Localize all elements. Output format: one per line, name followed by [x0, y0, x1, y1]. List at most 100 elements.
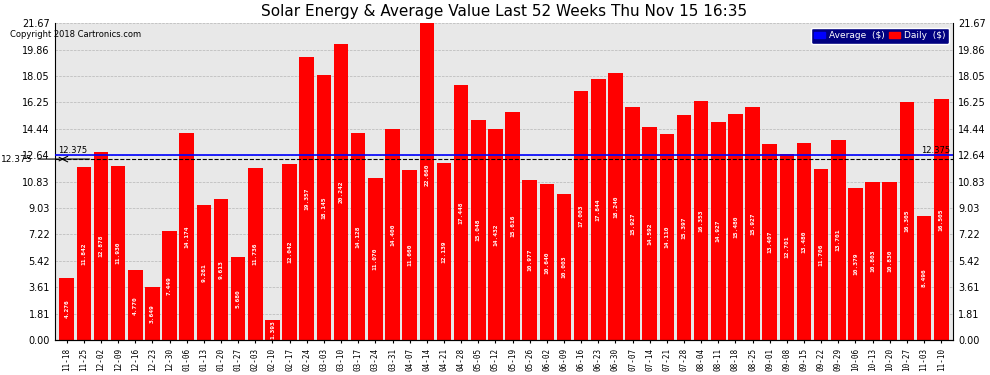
Bar [677, 115, 691, 340]
Legend: Average  ($), Daily  ($): Average ($), Daily ($) [811, 28, 948, 44]
Bar [505, 112, 520, 340]
Text: 15.927: 15.927 [630, 212, 635, 235]
Bar [917, 216, 932, 340]
Bar [865, 182, 880, 340]
Bar [179, 133, 194, 340]
Bar [762, 144, 777, 340]
Text: 4.770: 4.770 [133, 296, 138, 315]
Text: 10.003: 10.003 [561, 256, 566, 278]
Bar [882, 182, 897, 340]
Bar [453, 85, 468, 340]
Bar [900, 102, 914, 340]
Text: 15.397: 15.397 [681, 216, 686, 239]
Bar [556, 194, 571, 340]
Text: 7.449: 7.449 [167, 276, 172, 295]
Text: 18.240: 18.240 [613, 195, 618, 218]
Bar [711, 122, 726, 340]
Bar [282, 164, 297, 340]
Text: 14.927: 14.927 [716, 220, 721, 242]
Bar [437, 162, 451, 340]
Bar [231, 257, 246, 340]
Bar [385, 129, 400, 340]
Bar [197, 205, 211, 340]
Text: 12.375: 12.375 [58, 146, 87, 154]
Text: 11.070: 11.070 [373, 248, 378, 270]
Text: 16.505: 16.505 [939, 208, 943, 231]
Text: 13.480: 13.480 [802, 230, 807, 253]
Text: 19.357: 19.357 [304, 187, 309, 210]
Text: 12.375: 12.375 [1, 154, 62, 164]
Text: 22.660: 22.660 [425, 163, 430, 186]
Bar [128, 270, 143, 340]
Text: 16.305: 16.305 [905, 210, 910, 232]
Text: 11.706: 11.706 [819, 243, 824, 266]
Text: 15.480: 15.480 [733, 216, 738, 238]
Bar [626, 107, 640, 340]
Bar [265, 320, 280, 340]
Text: 15.616: 15.616 [510, 214, 515, 237]
Text: 3.649: 3.649 [149, 304, 155, 323]
Text: 4.276: 4.276 [64, 299, 69, 318]
Text: 14.592: 14.592 [647, 222, 652, 245]
Text: 10.977: 10.977 [528, 249, 533, 271]
Bar [334, 44, 348, 340]
Bar [146, 287, 159, 340]
Text: 5.680: 5.680 [236, 289, 241, 308]
Bar [248, 168, 262, 340]
Text: 13.701: 13.701 [836, 229, 841, 251]
Text: 14.128: 14.128 [355, 225, 360, 248]
Text: 12.701: 12.701 [784, 236, 789, 258]
Bar [608, 73, 623, 340]
Text: 12.375: 12.375 [921, 146, 949, 154]
Bar [402, 170, 417, 340]
Bar [94, 152, 108, 340]
Text: 11.660: 11.660 [407, 243, 412, 266]
Bar [111, 166, 126, 340]
Bar [317, 75, 332, 340]
Text: 14.110: 14.110 [664, 226, 669, 248]
Bar [831, 140, 845, 340]
Text: 15.927: 15.927 [750, 212, 755, 235]
Bar [368, 178, 383, 340]
Bar [848, 188, 862, 340]
Text: 18.145: 18.145 [322, 196, 327, 219]
Bar [745, 107, 760, 340]
Text: 10.803: 10.803 [870, 250, 875, 272]
Text: 17.003: 17.003 [578, 204, 584, 227]
Text: 11.842: 11.842 [81, 242, 86, 265]
Text: 15.048: 15.048 [476, 219, 481, 241]
Bar [350, 134, 365, 340]
Text: 10.640: 10.640 [544, 251, 549, 273]
Bar [591, 79, 606, 340]
Bar [471, 120, 485, 340]
Text: 13.407: 13.407 [767, 231, 772, 253]
Text: 11.736: 11.736 [252, 243, 257, 266]
Bar [729, 114, 742, 340]
Text: 20.242: 20.242 [339, 181, 344, 203]
Text: 14.400: 14.400 [390, 224, 395, 246]
Text: 10.379: 10.379 [853, 253, 858, 275]
Text: 9.613: 9.613 [219, 260, 224, 279]
Text: 17.844: 17.844 [596, 198, 601, 221]
Text: 12.042: 12.042 [287, 241, 292, 263]
Text: 14.432: 14.432 [493, 223, 498, 246]
Text: Copyright 2018 Cartronics.com: Copyright 2018 Cartronics.com [10, 30, 141, 39]
Bar [420, 9, 434, 340]
Bar [574, 92, 588, 340]
Text: 9.261: 9.261 [201, 263, 206, 282]
Bar [659, 134, 674, 340]
Bar [59, 278, 74, 340]
Bar [779, 154, 794, 340]
Bar [300, 57, 314, 340]
Bar [488, 129, 503, 340]
Bar [814, 169, 829, 340]
Text: 12.878: 12.878 [98, 235, 104, 257]
Title: Solar Energy & Average Value Last 52 Weeks Thu Nov 15 16:35: Solar Energy & Average Value Last 52 Wee… [261, 4, 747, 19]
Bar [162, 231, 177, 340]
Bar [540, 184, 554, 340]
Text: 14.174: 14.174 [184, 225, 189, 248]
Text: 16.353: 16.353 [699, 209, 704, 232]
Bar [76, 167, 91, 340]
Text: 8.496: 8.496 [922, 268, 927, 287]
Text: 1.393: 1.393 [270, 321, 275, 339]
